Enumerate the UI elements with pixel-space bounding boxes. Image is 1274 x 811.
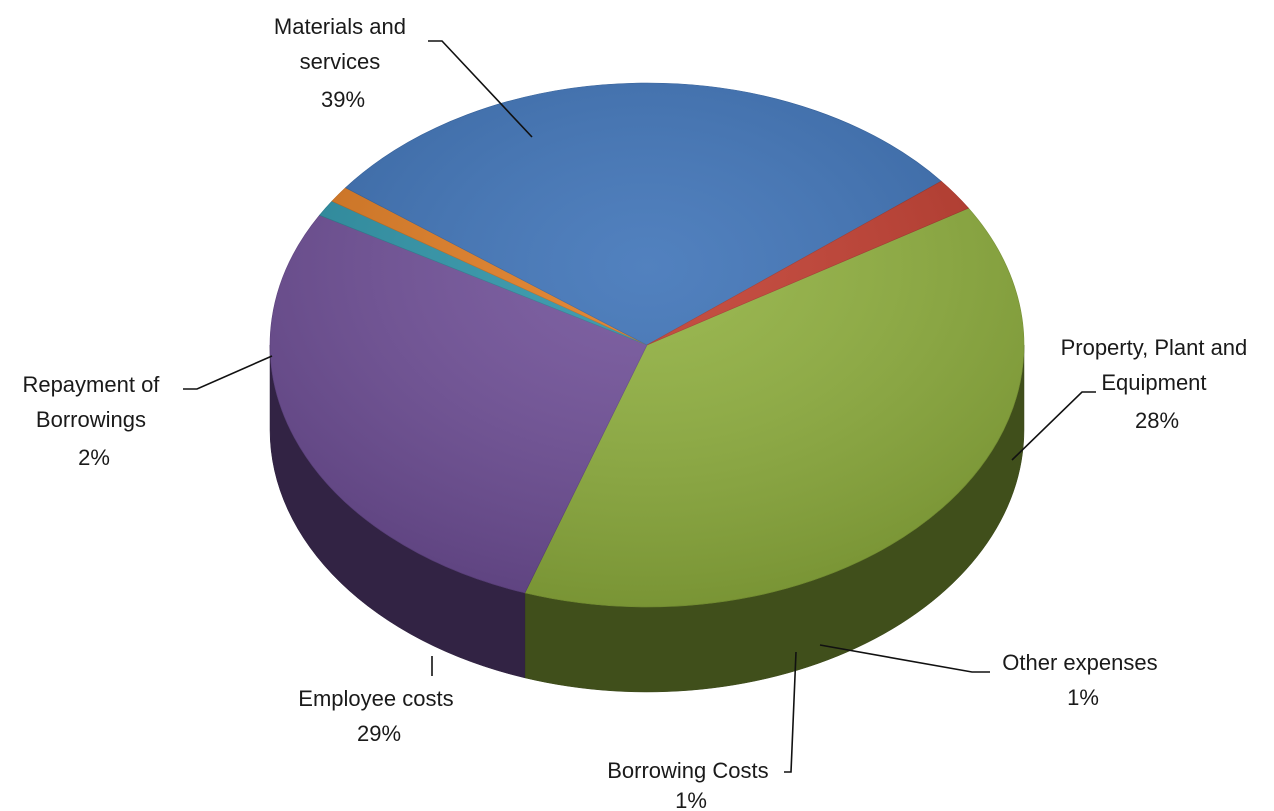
data-labels: Materials and services 39% Property, Pla… bbox=[22, 14, 1254, 811]
data-label-other: Other expenses 1% bbox=[1002, 650, 1163, 710]
leader-line-materials bbox=[428, 40, 533, 138]
data-label-property: Property, Plant and Equipment 28% bbox=[1061, 335, 1254, 433]
leader-line-borrowing bbox=[784, 651, 797, 773]
leader-lines bbox=[183, 40, 1096, 773]
data-label-materials: Materials and services 39% bbox=[274, 14, 412, 112]
leader-line-repayment bbox=[183, 355, 273, 390]
data-label-employee: Employee costs 29% bbox=[298, 686, 459, 746]
leader-line-other bbox=[819, 644, 990, 673]
pie-tops bbox=[269, 82, 1025, 608]
leader-line-property bbox=[1011, 391, 1096, 461]
data-label-borrowing: Borrowing Costs 1% bbox=[607, 758, 775, 811]
data-label-repayment: Repayment of Borrowings 2% bbox=[22, 372, 165, 470]
